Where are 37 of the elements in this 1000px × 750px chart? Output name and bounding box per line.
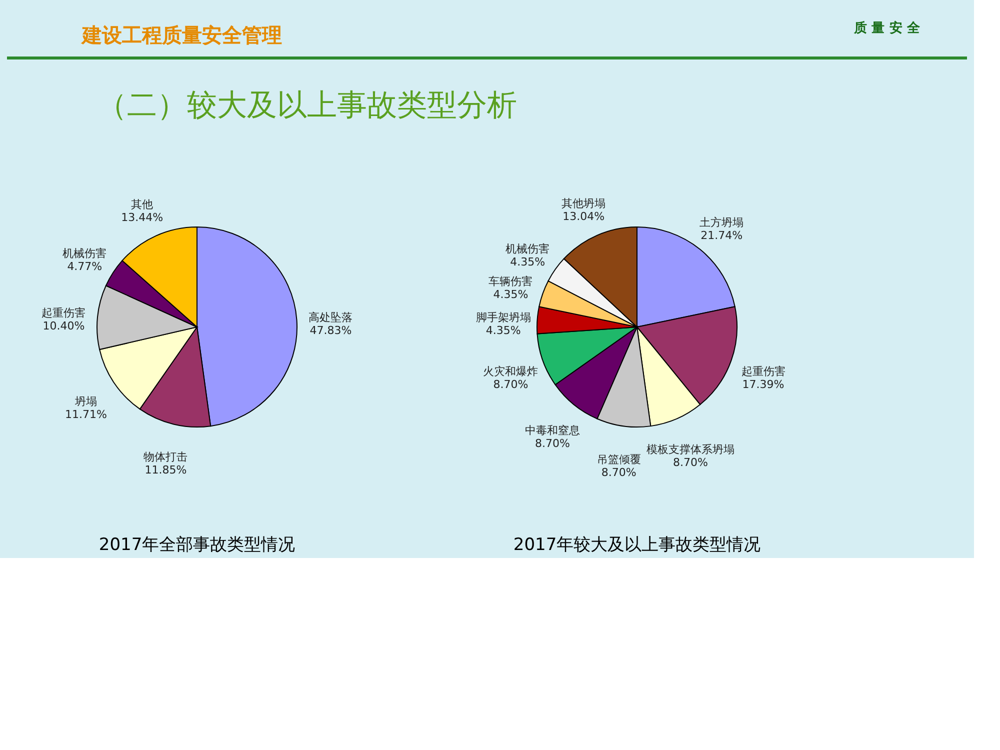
data-label: 8.70% — [534, 436, 570, 450]
data-label: 4.35% — [493, 288, 528, 302]
data-label: 11.71% — [65, 408, 107, 422]
slice-label: 物体打击 — [144, 450, 188, 464]
slice-label: 脚手架坍塌 — [476, 310, 531, 324]
slice-label: 其他坍塌 — [562, 197, 606, 210]
data-label: 4.77% — [67, 260, 102, 273]
data-label: 8.70% — [493, 378, 528, 391]
slice-label: 高处坠落 — [308, 310, 353, 324]
slice-label: 其他 — [131, 198, 154, 211]
slice-label: 机械伤害 — [506, 242, 550, 256]
slice-label: 起重伤害 — [741, 364, 786, 378]
data-label: 13.44% — [121, 210, 164, 224]
text: 质 量 安 全 — [853, 20, 921, 36]
data-label: 17.39% — [742, 378, 784, 391]
text: 2017年较大及以上事故类型情况 — [513, 535, 761, 555]
data-label: 8.70% — [601, 466, 636, 479]
data-label: 10.40% — [42, 320, 85, 333]
data-label: 13.04% — [562, 210, 605, 224]
slice-label: 起重伤害 — [42, 306, 86, 320]
data-label: 47.83% — [310, 324, 352, 337]
data-label: 11.85% — [144, 463, 187, 476]
text: （二）较大及以上事故类型分析 — [97, 88, 517, 123]
data-label: 8.70% — [672, 456, 708, 469]
slice-label: 机械伤害 — [62, 246, 107, 260]
slice-label: 土方坍塌 — [700, 216, 744, 230]
slice-label: 中毒和窒息 — [524, 424, 580, 437]
data-label: 21.74% — [700, 229, 743, 242]
slice-label: 模板支撑体系坍塌 — [646, 442, 734, 456]
text: 建设工程质量安全管理 — [80, 23, 282, 47]
slice-label: 吊篮倾覆 — [596, 452, 641, 466]
data-label: 4.35% — [510, 256, 546, 269]
data-label: 4.35% — [486, 324, 521, 337]
slice-label: 火灾和爆炸 — [483, 364, 538, 378]
slice-label: 车辆伤害 — [488, 275, 533, 288]
text: 2017年全部事故类型情况 — [98, 535, 296, 555]
slice-label: 坍塌 — [74, 395, 98, 408]
